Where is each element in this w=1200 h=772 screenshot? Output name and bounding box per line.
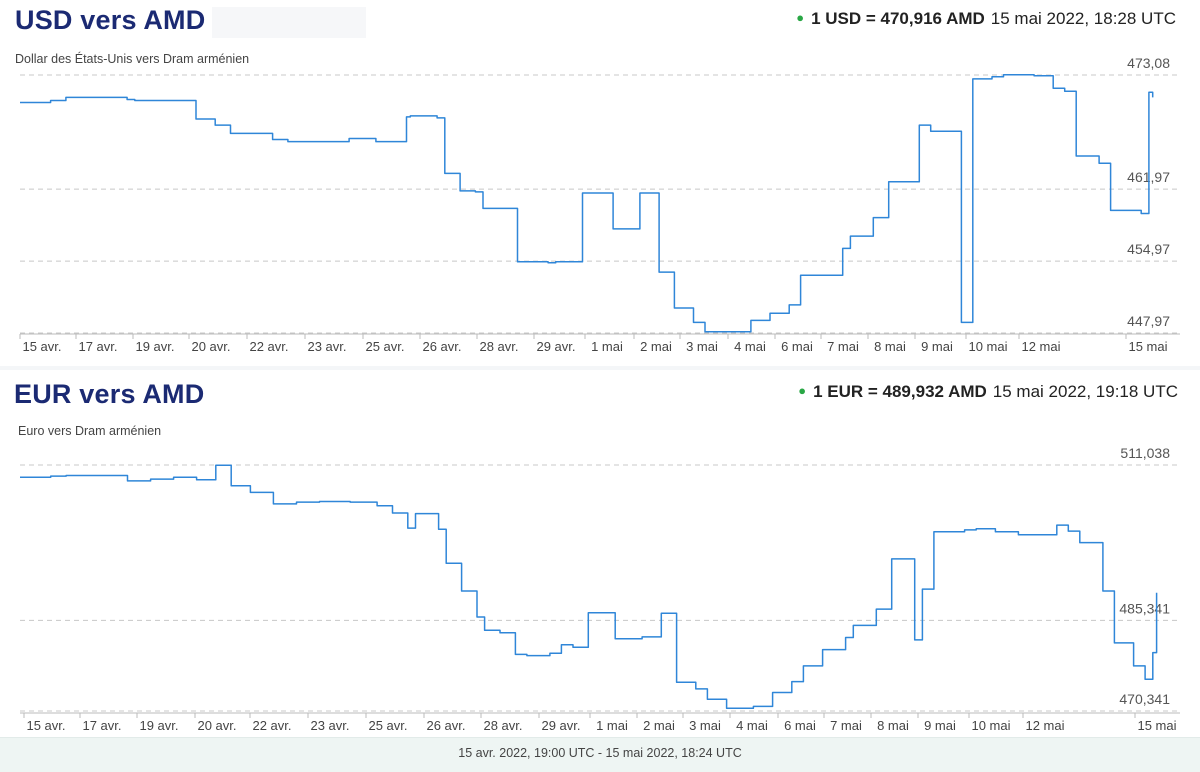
x-tick-label: 4 mai xyxy=(734,339,766,354)
title-placeholder xyxy=(212,7,366,38)
rate-timestamp: 15 mai 2022, 18:28 UTC xyxy=(990,9,1176,28)
x-tick-label: 12 mai xyxy=(1021,339,1060,354)
x-tick-label: 8 mai xyxy=(874,339,906,354)
y-tick-label: 470,341 xyxy=(1119,691,1170,707)
x-tick-label: 9 mai xyxy=(924,718,956,733)
x-tick-label: 1 mai xyxy=(596,718,628,733)
x-tick-label: 25 avr. xyxy=(365,339,404,354)
x-tick-label: 23 avr. xyxy=(307,339,346,354)
x-tick-label: 15 mai xyxy=(1128,339,1167,354)
x-tick-label: 26 avr. xyxy=(426,718,465,733)
y-tick-label: 447,97 xyxy=(1127,313,1170,329)
x-tick-label: 22 avr. xyxy=(252,718,291,733)
usd-chart-panel: USD vers AMD ● 1 USD = 470,916 AMD 15 mai … xyxy=(0,0,1200,372)
x-tick-label: 7 mai xyxy=(830,718,862,733)
x-tick-label: 25 avr. xyxy=(368,718,407,733)
x-tick-label: 29 avr. xyxy=(536,339,575,354)
x-tick-label: 9 mai xyxy=(921,339,953,354)
x-tick-label: 3 mai xyxy=(686,339,718,354)
x-tick-label: 29 avr. xyxy=(541,718,580,733)
chart-title: EUR vers AMD xyxy=(14,379,205,409)
x-tick-label: 15 mai xyxy=(1137,718,1176,733)
x-tick-label: 2 mai xyxy=(640,339,672,354)
chart-title: USD vers AMD xyxy=(15,5,206,35)
x-tick-label: 28 avr. xyxy=(483,718,522,733)
x-tick-label: 6 mai xyxy=(784,718,816,733)
chart-subtitle: Euro vers Dram arménien xyxy=(18,424,162,438)
x-tick-label: 23 avr. xyxy=(310,718,349,733)
date-range-label: 15 avr. 2022, 19:00 UTC - 15 mai 2022, 1… xyxy=(458,746,742,760)
x-tick-label: 20 avr. xyxy=(197,718,236,733)
y-tick-label: 511,038 xyxy=(1120,445,1170,461)
x-tick-label: 12 mai xyxy=(1025,718,1064,733)
y-tick-label: 454,97 xyxy=(1127,241,1170,257)
y-tick-label: 485,341 xyxy=(1119,600,1170,616)
x-tick-label: 10 mai xyxy=(968,339,1007,354)
current-rate: ● 1 EUR = 489,932 AMD 15 mai 2022, 19:18 U… xyxy=(798,382,1178,402)
live-status-dot-icon: ● xyxy=(796,10,805,25)
live-status-dot-icon: ● xyxy=(798,383,807,398)
x-tick-label: 10 mai xyxy=(971,718,1010,733)
x-tick-label: 8 mai xyxy=(877,718,909,733)
x-tick-label: 6 mai xyxy=(781,339,813,354)
y-tick-label: 473,08 xyxy=(1127,55,1170,71)
series-line xyxy=(20,74,1154,333)
eur-line-chart[interactable]: 511,038 485,341 470,341 15 avr. 17 avr. 19 av… xyxy=(0,372,1200,737)
x-tick-label: 28 avr. xyxy=(479,339,518,354)
chart-subtitle: Dollar des États-Unis vers Dram arménien xyxy=(15,52,250,66)
rate-value: 1 USD = 470,916 AMD xyxy=(811,9,985,28)
x-tick-label: 4 mai xyxy=(736,718,768,733)
eur-chart-panel: EUR vers AMD ● 1 EUR = 489,932 AMD 15 mai … xyxy=(0,372,1200,737)
rate-value: 1 EUR = 489,932 AMD xyxy=(813,382,987,401)
x-tick-label: 17 avr. xyxy=(82,718,121,733)
x-tick-label: 19 avr. xyxy=(139,718,178,733)
x-tick-label: 26 avr. xyxy=(422,339,461,354)
x-tick-label: 20 avr. xyxy=(191,339,230,354)
date-range-footer: 15 avr. 2022, 19:00 UTC - 15 mai 2022, 1… xyxy=(0,737,1200,772)
rate-timestamp: 15 mai 2022, 19:18 UTC xyxy=(992,382,1178,401)
x-tick-label: 15 avr. xyxy=(22,339,61,354)
x-tick-label: 1 mai xyxy=(591,339,623,354)
panel-divider xyxy=(0,366,1200,370)
x-tick-label: 3 mai xyxy=(689,718,721,733)
current-rate: ● 1 USD = 470,916 AMD 15 mai 2022, 18:28 U… xyxy=(796,9,1176,29)
series-line xyxy=(20,464,1158,709)
x-tick-label: 7 mai xyxy=(827,339,859,354)
x-tick-label: 15 avr. xyxy=(26,718,65,733)
x-tick-label: 19 avr. xyxy=(135,339,174,354)
x-tick-label: 22 avr. xyxy=(249,339,288,354)
x-tick-label: 17 avr. xyxy=(78,339,117,354)
x-tick-label: 2 mai xyxy=(643,718,675,733)
